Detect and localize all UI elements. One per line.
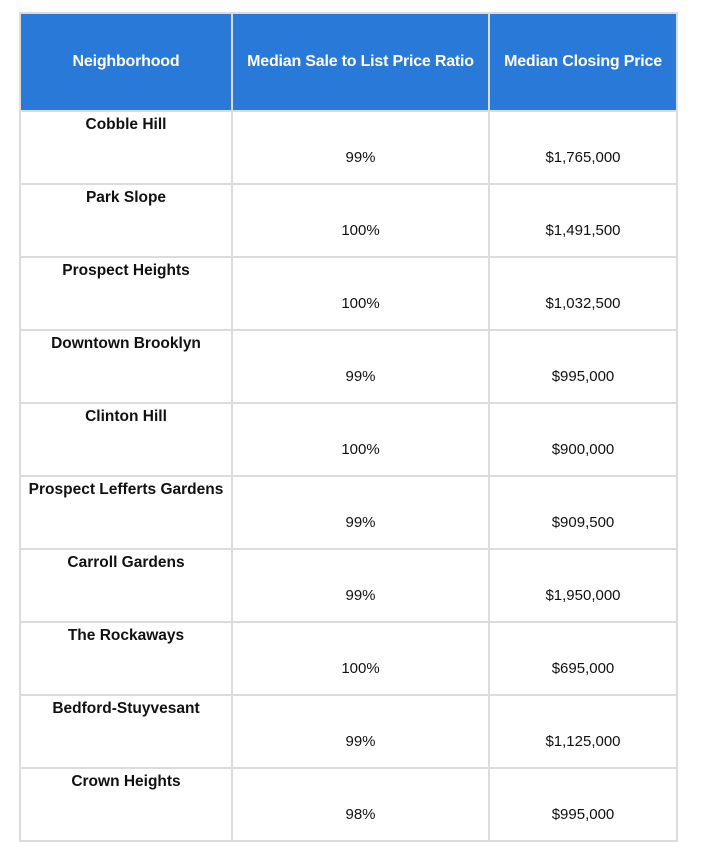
ratio-cell: 99% [231, 548, 490, 623]
table-row: Cobble Hill 99% $1,765,000 [19, 110, 678, 185]
neighborhood-cell: Prospect Lefferts Gardens [19, 475, 233, 550]
price-cell: $695,000 [488, 621, 678, 696]
price-cell: $995,000 [488, 767, 678, 842]
neighborhood-cell: The Rockaways [19, 621, 233, 696]
table-row: Clinton Hill 100% $900,000 [19, 402, 678, 477]
price-cell: $909,500 [488, 475, 678, 550]
ratio-cell: 100% [231, 402, 490, 477]
table-row: Park Slope 100% $1,491,500 [19, 183, 678, 258]
table-row: Bedford-Stuyvesant 99% $1,125,000 [19, 694, 678, 769]
ratio-cell: 100% [231, 183, 490, 258]
price-cell: $1,765,000 [488, 110, 678, 185]
ratio-cell: 100% [231, 621, 490, 696]
table-row: Downtown Brooklyn 99% $995,000 [19, 329, 678, 404]
price-cell: $995,000 [488, 329, 678, 404]
neighborhood-cell: Prospect Heights [19, 256, 233, 331]
header-sale-to-list-ratio: Median Sale to List Price Ratio [231, 12, 490, 112]
neighborhood-cell: Bedford-Stuyvesant [19, 694, 233, 769]
neighborhood-cell: Downtown Brooklyn [19, 329, 233, 404]
ratio-cell: 99% [231, 475, 490, 550]
table-row: The Rockaways 100% $695,000 [19, 621, 678, 696]
neighborhood-cell: Park Slope [19, 183, 233, 258]
neighborhood-cell: Clinton Hill [19, 402, 233, 477]
ratio-cell: 98% [231, 767, 490, 842]
ratio-cell: 99% [231, 694, 490, 769]
ratio-cell: 99% [231, 329, 490, 404]
header-median-closing-price: Median Closing Price [488, 12, 678, 112]
price-cell: $1,950,000 [488, 548, 678, 623]
table-row: Prospect Heights 100% $1,032,500 [19, 256, 678, 331]
table-row: Prospect Lefferts Gardens 99% $909,500 [19, 475, 678, 550]
price-cell: $1,032,500 [488, 256, 678, 331]
ratio-cell: 99% [231, 110, 490, 185]
ratio-cell: 100% [231, 256, 490, 331]
price-cell: $1,125,000 [488, 694, 678, 769]
neighborhood-cell: Carroll Gardens [19, 548, 233, 623]
table-row: Crown Heights 98% $995,000 [19, 767, 678, 842]
neighborhood-cell: Cobble Hill [19, 110, 233, 185]
neighborhood-cell: Crown Heights [19, 767, 233, 842]
header-row: Neighborhood Median Sale to List Price R… [19, 12, 678, 112]
price-cell: $1,491,500 [488, 183, 678, 258]
price-table: Neighborhood Median Sale to List Price R… [19, 12, 678, 842]
price-cell: $900,000 [488, 402, 678, 477]
header-neighborhood: Neighborhood [19, 12, 233, 112]
table-row: Carroll Gardens 99% $1,950,000 [19, 548, 678, 623]
